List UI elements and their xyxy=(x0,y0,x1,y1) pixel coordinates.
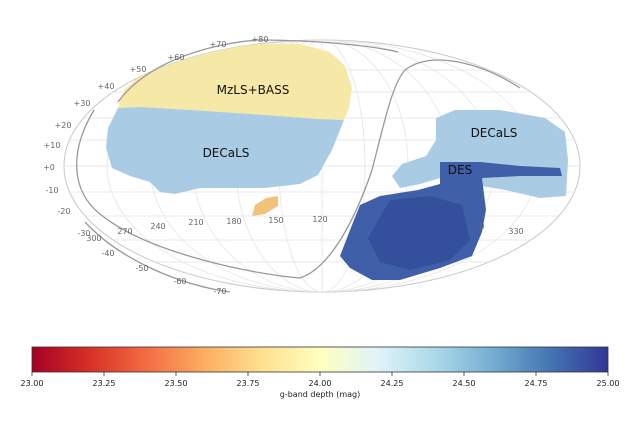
dec-tick-m70: -70 xyxy=(213,287,226,296)
dec-tick-p40: +40 xyxy=(98,82,115,91)
dec-tick-p80: +80 xyxy=(252,35,269,44)
footprint-mzls-bass xyxy=(118,44,352,120)
cb-tick-label: 24.00 xyxy=(309,379,332,388)
dec-tick-p60: +60 xyxy=(168,53,185,62)
ra-tick-210: 210 xyxy=(188,218,203,227)
ra-tick-270: 270 xyxy=(117,227,132,236)
dec-tick-m30: -30 xyxy=(77,229,90,238)
ra-tick-0: 0 xyxy=(479,222,484,231)
survey-label-decals-ngc: DECaLS xyxy=(203,146,250,160)
dec-tick-m40: -40 xyxy=(101,249,114,258)
survey-footprints xyxy=(106,44,568,280)
dec-tick-m50: -50 xyxy=(135,264,148,273)
colorbar xyxy=(31,346,609,373)
dec-tick-p50: +50 xyxy=(130,65,147,74)
cb-tick-label: 23.25 xyxy=(93,379,116,388)
dec-tick-m20: -20 xyxy=(57,207,70,216)
dec-tick-p70: +70 xyxy=(210,40,227,49)
ra-tick-labels: 300 270 240 210 180 150 120 0 330 xyxy=(86,215,523,243)
cb-tick-label: 25.00 xyxy=(597,379,620,388)
footprint-decals-ngc xyxy=(106,107,344,194)
ra-tick-240: 240 xyxy=(150,222,165,231)
cb-tick-label: 24.25 xyxy=(381,379,404,388)
dec-tick-m60: -60 xyxy=(173,277,186,286)
cb-tick-label: 23.75 xyxy=(237,379,260,388)
footprint-decals-ngc-strip xyxy=(252,196,278,216)
cb-tick-label: 24.50 xyxy=(453,379,476,388)
dec-tick-p30: +30 xyxy=(74,99,91,108)
ra-tick-180: 180 xyxy=(226,217,241,226)
dec-tick-labels: +80 +70 +60 +50 +40 +30 +20 +10 +0 -10 -… xyxy=(43,35,268,296)
survey-label-mzls-bass: MzLS+BASS xyxy=(217,83,290,97)
ra-tick-300: 300 xyxy=(86,234,101,243)
colorbar-ticks: 23.00 23.25 23.50 23.75 24.00 24.25 24.5… xyxy=(21,372,620,388)
survey-label-decals-sgc: DECaLS xyxy=(471,126,518,140)
dec-tick-p20: +20 xyxy=(55,121,72,130)
dec-tick-m10: -10 xyxy=(45,186,58,195)
survey-label-des: DES xyxy=(448,163,472,177)
galactic-plane-lines xyxy=(76,39,521,293)
ra-tick-330: 330 xyxy=(508,227,523,236)
ra-tick-150: 150 xyxy=(268,216,283,225)
cb-tick-label: 24.75 xyxy=(525,379,548,388)
dec-tick-p0: +0 xyxy=(43,163,55,172)
cb-tick-label: 23.00 xyxy=(21,379,44,388)
colorbar-label: g-band depth (mag) xyxy=(280,390,360,399)
cb-tick-label: 23.50 xyxy=(165,379,188,388)
dec-tick-p10: +10 xyxy=(44,141,61,150)
ra-tick-120: 120 xyxy=(312,215,327,224)
